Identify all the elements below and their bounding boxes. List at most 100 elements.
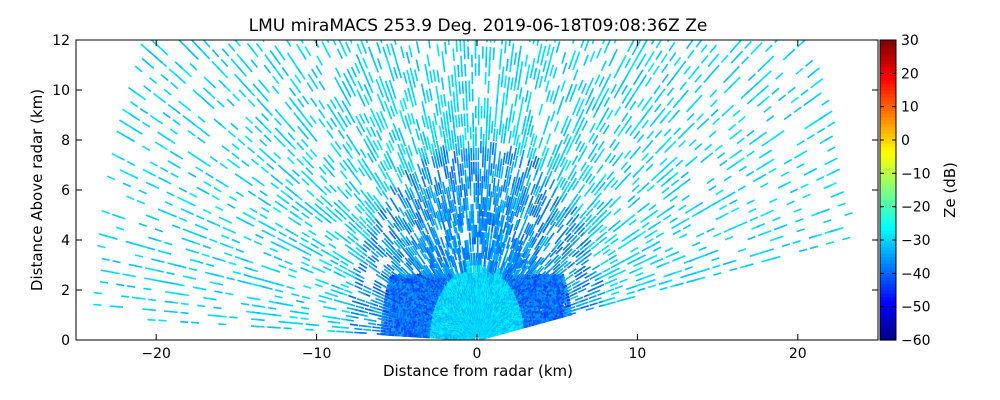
echo-gate	[470, 204, 473, 217]
echo-gate	[600, 259, 609, 266]
echo-gate	[661, 261, 670, 267]
echo-gate	[734, 129, 743, 137]
echo-gate	[631, 228, 640, 236]
echo-gate	[760, 182, 769, 189]
echo-gate	[795, 218, 804, 223]
echo-gate	[673, 269, 683, 274]
echo-gate	[728, 123, 737, 131]
echo-gate	[571, 280, 581, 287]
echo-gate	[487, 80, 490, 94]
echo-gate	[580, 278, 590, 285]
echo-gate	[544, 285, 550, 290]
echo-gate	[612, 219, 621, 228]
echo-gate	[801, 40, 807, 44]
echo-gate	[802, 193, 811, 199]
echo-gate	[695, 232, 705, 238]
echo-gate	[679, 233, 688, 239]
echo-gate	[534, 310, 539, 314]
echo-gate	[787, 86, 796, 94]
echo-gate	[460, 149, 464, 162]
echo-gate	[637, 287, 646, 292]
echo-gate	[613, 208, 622, 216]
echo-gate	[607, 296, 616, 301]
echo-gate	[526, 293, 531, 298]
echo-gate	[620, 161, 629, 171]
echo-gate	[580, 301, 589, 306]
echo-gate	[587, 241, 596, 249]
echo-gate	[735, 50, 743, 59]
echo-gate	[571, 213, 580, 223]
echo-gate	[555, 267, 564, 275]
echo-gate	[683, 65, 692, 75]
echo-gate	[577, 222, 586, 231]
echo-gate	[563, 296, 568, 301]
echo-gate	[680, 171, 689, 179]
echo-gate	[589, 302, 598, 307]
echo-gate	[827, 146, 836, 152]
echo-gate	[578, 216, 587, 225]
echo-gate	[482, 218, 485, 231]
echo-gate	[694, 142, 703, 151]
echo-gate	[535, 321, 540, 325]
echo-gate	[766, 55, 775, 64]
echo-gate	[577, 227, 586, 236]
echo-gate	[531, 273, 537, 278]
echo-gate	[553, 293, 558, 298]
echo-gate	[590, 242, 600, 250]
echo-gate	[747, 235, 756, 241]
echo-gate	[536, 309, 541, 313]
echo-gate	[631, 184, 640, 193]
echo-gate	[627, 213, 636, 221]
echo-gate	[577, 265, 586, 272]
echo-gate	[516, 294, 521, 299]
echo-gate	[583, 252, 593, 260]
echo-gate	[672, 109, 681, 119]
echo-gate	[616, 152, 624, 162]
echo-gate	[583, 239, 592, 248]
echo-gate	[763, 105, 772, 113]
echo-gate	[581, 282, 590, 288]
echo-gate	[611, 267, 620, 273]
echo-gate	[464, 127, 467, 141]
echo-gate	[698, 246, 707, 252]
echo-gate	[783, 158, 792, 165]
echo-gate	[619, 278, 628, 284]
echo-gate	[669, 195, 678, 202]
echo-gate	[736, 157, 745, 164]
echo-gate	[540, 286, 545, 291]
echo-gate	[603, 211, 612, 219]
echo-gate	[534, 265, 543, 275]
echo-gate	[471, 224, 474, 238]
echo-gate	[768, 167, 777, 174]
echo-gate	[574, 271, 583, 278]
echo-gate	[686, 113, 695, 122]
echo-gate	[738, 40, 743, 44]
echo-gate	[489, 46, 492, 60]
echo-gate	[560, 256, 569, 264]
echo-gate	[463, 183, 467, 197]
echo-gate	[481, 232, 485, 245]
echo-gate	[666, 87, 675, 97]
echo-gate	[799, 150, 808, 156]
echo-gate	[553, 259, 562, 268]
echo-gate	[658, 107, 666, 117]
echo-gate	[566, 298, 571, 302]
echo-gate	[453, 65, 457, 78]
echo-gate	[572, 236, 581, 245]
echo-gate	[712, 232, 722, 238]
echo-gate	[459, 135, 463, 148]
echo-gate	[570, 234, 578, 243]
echo-gate	[623, 164, 632, 174]
echo-gate	[585, 307, 594, 311]
echo-gate	[709, 89, 718, 98]
echo-gate	[700, 55, 709, 64]
echo-gate	[824, 135, 833, 142]
echo-gate	[747, 73, 756, 82]
echo-gate	[528, 318, 533, 323]
echo-gate	[694, 74, 703, 83]
echo-gate	[701, 117, 710, 126]
echo-gate	[452, 91, 456, 104]
echo-gate	[482, 197, 485, 210]
echo-gate	[536, 257, 545, 267]
echo-gate	[635, 272, 644, 277]
